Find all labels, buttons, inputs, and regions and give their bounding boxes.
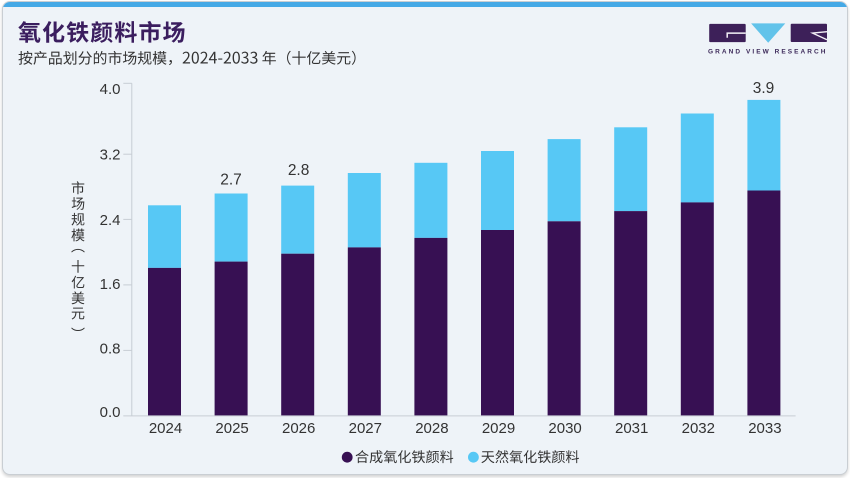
svg-text:2027: 2027	[349, 420, 382, 437]
svg-text:2029: 2029	[482, 420, 515, 437]
svg-text:2.8: 2.8	[288, 162, 310, 179]
svg-text:2030: 2030	[548, 420, 581, 437]
svg-text:2.4: 2.4	[100, 212, 121, 229]
svg-text:0.0: 0.0	[100, 404, 121, 421]
svg-text:2025: 2025	[215, 420, 248, 437]
svg-text:3.2: 3.2	[100, 147, 121, 164]
svg-text:4.0: 4.0	[100, 81, 121, 98]
svg-text:GRAND VIEW RESEARCH: GRAND VIEW RESEARCH	[708, 49, 827, 56]
svg-text:2033: 2033	[748, 420, 781, 437]
svg-text:2026: 2026	[282, 420, 315, 437]
svg-text:3.9: 3.9	[753, 80, 775, 97]
svg-text:2.7: 2.7	[220, 171, 242, 188]
svg-text:1.6: 1.6	[100, 276, 121, 293]
svg-text:0.8: 0.8	[100, 341, 121, 358]
svg-text:2024: 2024	[149, 420, 182, 437]
svg-text:2032: 2032	[682, 420, 715, 437]
svg-text:2028: 2028	[415, 420, 448, 437]
svg-text:2031: 2031	[615, 420, 648, 437]
